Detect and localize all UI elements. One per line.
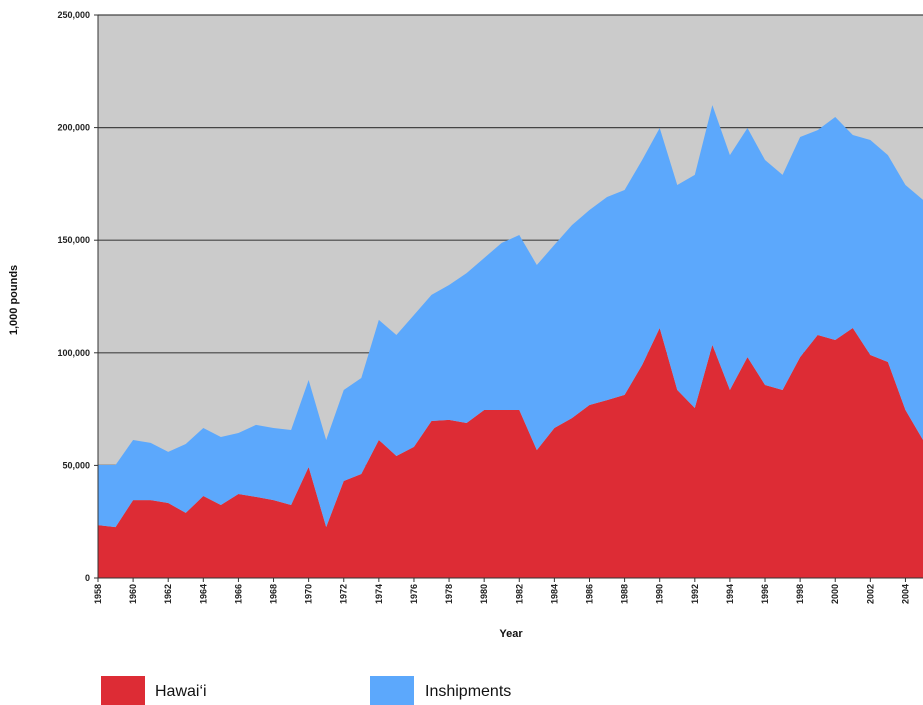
- y-tick-label: 0: [85, 573, 90, 583]
- area: [98, 105, 923, 528]
- x-tick-label: 1986: [584, 584, 594, 604]
- x-tick-label: 1994: [725, 584, 735, 604]
- y-tick-label: 250,000: [57, 10, 90, 20]
- x-tick-label: 1990: [655, 584, 665, 604]
- x-tick-label: 1968: [269, 584, 279, 604]
- x-tick-label: 1996: [760, 584, 770, 604]
- x-tick-label: 1984: [549, 584, 559, 604]
- area: [98, 328, 923, 578]
- x-tick-label: 1966: [233, 584, 243, 604]
- legend-label: Inshipments: [425, 683, 511, 700]
- x-tick-label: 1974: [374, 584, 384, 604]
- x-tick-label: 1964: [198, 584, 208, 604]
- x-tick-label: 1980: [479, 584, 489, 604]
- x-tick-label: 1972: [339, 584, 349, 604]
- x-axis-title: Year: [499, 628, 523, 640]
- x-tick-label: 2004: [900, 584, 910, 604]
- x-tick-label: 1970: [304, 584, 314, 604]
- x-tick-label: 2002: [865, 584, 875, 604]
- y-tick-label: 50,000: [62, 460, 90, 470]
- x-tick-label: 1992: [690, 584, 700, 604]
- x-tick-label: 1960: [128, 584, 138, 604]
- x-tick-label: 1988: [620, 584, 630, 604]
- legend-swatch: [101, 676, 145, 705]
- legend-swatch: [370, 676, 414, 705]
- y-tick-label: 200,000: [57, 123, 90, 133]
- x-tick-label: 1982: [514, 584, 524, 604]
- x-tick-label: 1958: [93, 584, 103, 604]
- x-tick-label: 1998: [795, 584, 805, 604]
- y-tick-label: 150,000: [57, 235, 90, 245]
- x-tick-label: 2000: [830, 584, 840, 604]
- legend-label: Hawai‘i: [155, 683, 207, 700]
- y-axis-title: 1,000 pounds: [8, 265, 20, 335]
- x-tick-label: 1976: [409, 584, 419, 604]
- y-tick-label: 100,000: [57, 348, 90, 358]
- x-tick-label: 1978: [444, 584, 454, 604]
- x-tick-label: 1962: [163, 584, 173, 604]
